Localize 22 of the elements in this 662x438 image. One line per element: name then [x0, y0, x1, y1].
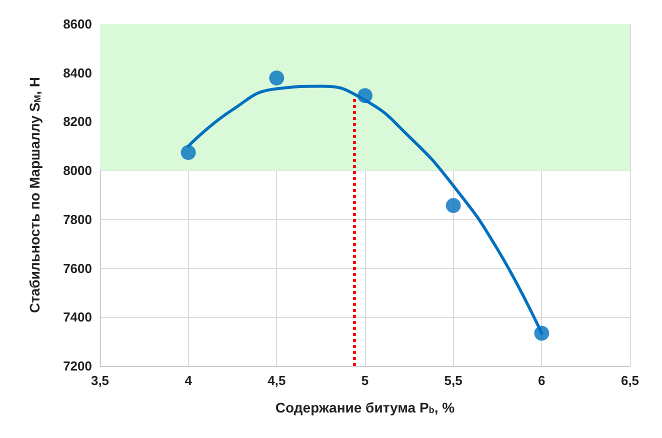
y-tick-label: 7400 [63, 310, 92, 325]
x-tick-label: 6 [538, 373, 546, 388]
y-tick-label: 8400 [63, 65, 92, 80]
x-tick-label: 5,5 [444, 373, 462, 388]
x-tick-label: 5 [361, 373, 369, 388]
y-tick-label: 8200 [63, 114, 92, 130]
point [534, 326, 550, 341]
x-tick-label: 4 [184, 373, 193, 388]
y-tick-label: 7600 [63, 260, 92, 276]
point [180, 145, 196, 160]
y-tick-label: 8600 [63, 16, 92, 32]
x-tick-label: 4,5 [268, 373, 286, 388]
x-tick-label: 6,5 [620, 373, 640, 388]
y-axis-title: Стабильность по Маршаллу SМ, Н [26, 76, 43, 314]
y-tick-label: 7200 [63, 358, 92, 374]
point [358, 88, 372, 104]
x-tick-label: 3,5 [90, 373, 110, 388]
point [269, 70, 284, 86]
y-tick-label: 8000 [63, 163, 92, 178]
point [446, 198, 461, 213]
y-tick-label: 7800 [63, 212, 92, 227]
x-axis-title: Содержание битума Pb, % [275, 399, 456, 416]
